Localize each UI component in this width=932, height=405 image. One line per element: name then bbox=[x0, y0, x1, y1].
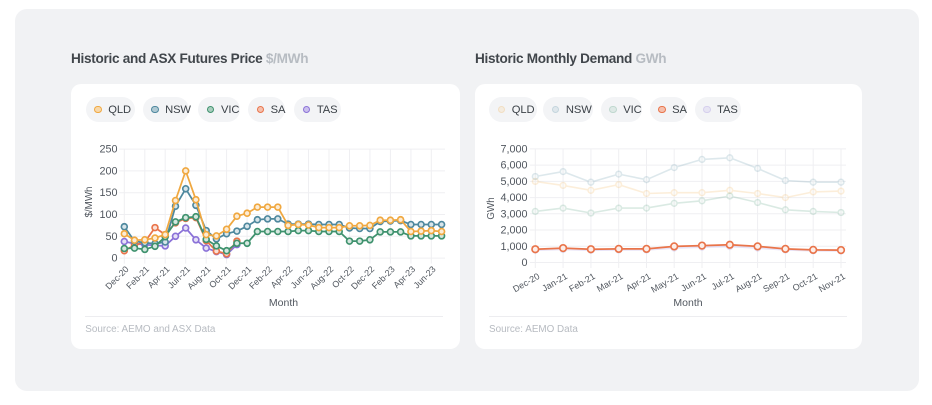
svg-text:2,000: 2,000 bbox=[500, 225, 527, 237]
svg-text:Feb-21: Feb-21 bbox=[124, 264, 151, 291]
svg-text:Nov-21: Nov-21 bbox=[817, 271, 847, 294]
svg-text:Month: Month bbox=[673, 297, 702, 309]
svg-text:6,000: 6,000 bbox=[500, 160, 527, 172]
svg-text:4,000: 4,000 bbox=[500, 192, 527, 204]
svg-text:$/MWh: $/MWh bbox=[84, 186, 95, 217]
svg-text:200: 200 bbox=[99, 165, 117, 177]
svg-text:1,000: 1,000 bbox=[500, 241, 527, 253]
svg-text:50: 50 bbox=[105, 231, 117, 243]
svg-text:0: 0 bbox=[521, 257, 527, 269]
svg-text:7,000: 7,000 bbox=[500, 143, 527, 155]
svg-text:Month: Month bbox=[269, 297, 298, 309]
svg-text:Feb-23: Feb-23 bbox=[370, 264, 397, 291]
svg-text:Mar-21: Mar-21 bbox=[595, 271, 625, 294]
svg-text:Jun-21: Jun-21 bbox=[679, 271, 708, 293]
svg-text:0: 0 bbox=[111, 253, 117, 265]
svg-text:250: 250 bbox=[99, 144, 117, 156]
svg-text:Aug-22: Aug-22 bbox=[308, 264, 335, 291]
svg-text:Oct-21: Oct-21 bbox=[791, 271, 819, 293]
svg-text:150: 150 bbox=[99, 187, 117, 199]
svg-text:GWh: GWh bbox=[486, 197, 497, 219]
svg-text:Jun-23: Jun-23 bbox=[411, 264, 437, 290]
svg-text:May-21: May-21 bbox=[649, 271, 680, 295]
svg-text:Aug-21: Aug-21 bbox=[185, 264, 212, 291]
svg-text:100: 100 bbox=[99, 209, 117, 221]
svg-text:Feb-22: Feb-22 bbox=[247, 264, 274, 291]
svg-text:Jul-21: Jul-21 bbox=[710, 271, 736, 292]
svg-text:3,000: 3,000 bbox=[500, 208, 527, 220]
svg-text:Feb-21: Feb-21 bbox=[567, 271, 597, 294]
svg-text:Aug-21: Aug-21 bbox=[733, 271, 763, 294]
svg-text:5,000: 5,000 bbox=[500, 176, 527, 188]
svg-text:Jan-21: Jan-21 bbox=[540, 271, 569, 293]
svg-text:Sep-21: Sep-21 bbox=[761, 271, 791, 294]
svg-text:Dec-20: Dec-20 bbox=[511, 271, 541, 294]
svg-text:Apr-21: Apr-21 bbox=[624, 271, 652, 293]
